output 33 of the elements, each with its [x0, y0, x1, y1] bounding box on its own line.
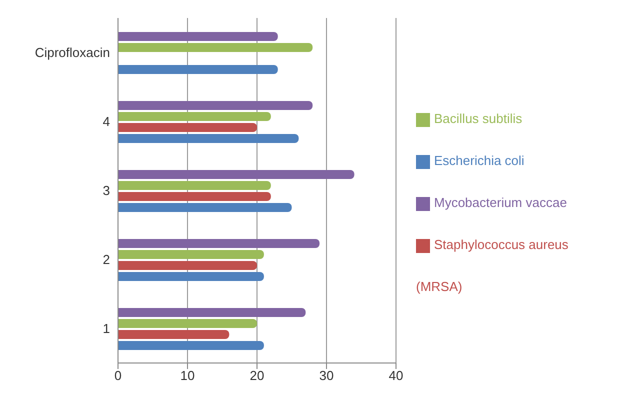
x-tick-label: 30: [319, 368, 334, 384]
bar: [118, 32, 278, 41]
bar: [118, 43, 313, 52]
bar: [118, 65, 278, 74]
y-tick-label: 4: [102, 114, 110, 130]
bar: [118, 203, 292, 212]
text: Staphylococcus aureus (MRSA): [416, 237, 568, 294]
bar: [118, 170, 354, 179]
bar: [118, 341, 264, 350]
y-tick-label: 2: [102, 252, 110, 268]
bar: [118, 134, 299, 143]
x-tick-label: 20: [250, 368, 264, 384]
legend-label: Mycobacterium vaccae: [434, 195, 567, 210]
bar: [118, 112, 271, 121]
bar: [118, 330, 230, 339]
y-tick-label: 3: [102, 183, 110, 198]
bar: [118, 123, 257, 132]
bar: [118, 239, 320, 248]
x-tick-label: 0: [114, 368, 122, 384]
legend-label: Escherichia coli: [434, 153, 524, 168]
bar: [118, 101, 313, 110]
bar: [118, 250, 264, 259]
bar: [118, 319, 257, 328]
legend-label: Bacillus subtilis: [434, 111, 522, 126]
bar: [118, 272, 264, 281]
bar: [118, 308, 306, 317]
y-tick-label: Ciprofloxacin: [34, 45, 110, 60]
x-tick-label: 10: [180, 368, 195, 384]
y-tick-label: 1: [102, 321, 110, 336]
bar: [118, 181, 271, 190]
x-tick-label: 40: [388, 368, 404, 384]
bar: [118, 192, 271, 201]
bar: [118, 261, 257, 270]
